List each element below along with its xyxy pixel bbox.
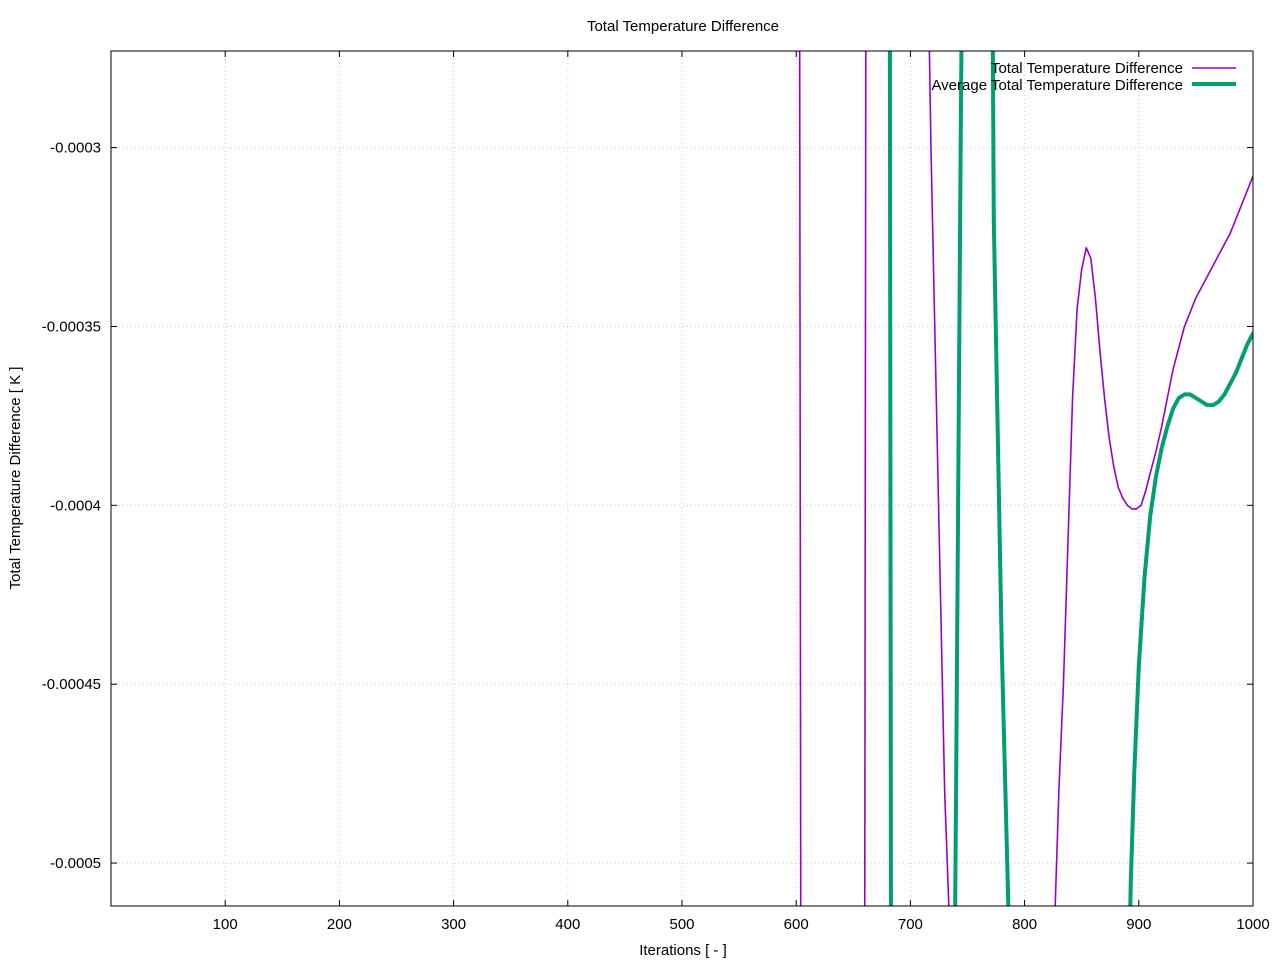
x-tick-label: 800 xyxy=(1012,916,1037,933)
x-tick-label: 700 xyxy=(898,916,923,933)
x-tick-label: 1000 xyxy=(1236,916,1269,933)
x-tick-label: 300 xyxy=(441,916,466,933)
y-tick-label: -0.0003 xyxy=(50,140,101,157)
chart-title: Total Temperature Difference xyxy=(587,18,779,35)
series-layer xyxy=(798,51,1253,906)
legend-label-average: Average Total Temperature Difference xyxy=(931,77,1183,94)
series-line-average xyxy=(887,51,1253,906)
series-line-total xyxy=(798,51,1253,906)
x-tick-labels: 100 200 300 400 500 600 700 800 900 1000 xyxy=(213,916,1270,933)
x-tick-label: 900 xyxy=(1126,916,1151,933)
plot-frame xyxy=(110,50,1254,907)
y-tick-label: -0.00045 xyxy=(42,676,101,693)
y-tick-label: -0.0004 xyxy=(50,497,101,514)
x-tick-label: 400 xyxy=(555,916,580,933)
legend: Total Temperature Difference Average Tot… xyxy=(931,60,1236,94)
y-axis-label: Total Temperature Difference [ K ] xyxy=(7,367,24,590)
x-tick-label: 200 xyxy=(327,916,352,933)
x-tick-label: 600 xyxy=(784,916,809,933)
y-tick-label: -0.0005 xyxy=(50,855,101,872)
y-tick-label: -0.00035 xyxy=(42,318,101,335)
x-axis-label: Iterations [ - ] xyxy=(639,942,727,959)
x-tick-label: 100 xyxy=(213,916,238,933)
legend-label-total: Total Temperature Difference xyxy=(991,60,1183,77)
y-tick-labels: -0.0003 -0.00035 -0.0004 -0.00045 -0.0005 xyxy=(42,140,101,872)
x-tick-label: 500 xyxy=(669,916,694,933)
